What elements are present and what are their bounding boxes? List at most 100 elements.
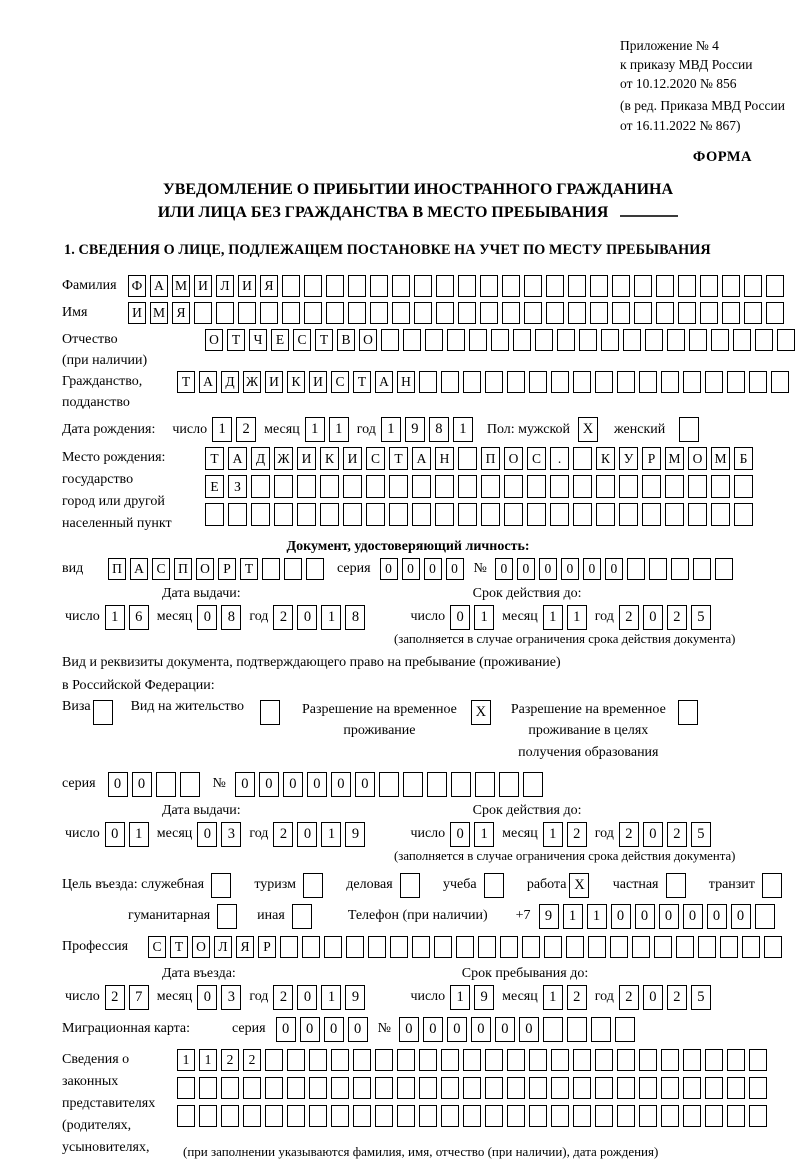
form-cell[interactable] [456,935,474,958]
form-cell[interactable] [617,1048,635,1071]
form-cell[interactable]: П [174,557,192,580]
form-cell[interactable] [507,1048,525,1071]
form-cell[interactable]: 0 [634,903,655,929]
form-cell[interactable]: 0 [330,771,351,797]
form-cell[interactable] [617,1076,635,1099]
form-cell[interactable] [595,1076,613,1099]
form-cell[interactable] [504,503,523,527]
form-cell[interactable] [435,475,454,499]
form-cell[interactable] [749,371,767,394]
form-cell[interactable] [705,1104,723,1127]
form-cell[interactable]: 1 [542,984,563,1010]
form-cell[interactable] [648,557,667,580]
form-cell[interactable]: 0 [197,984,218,1010]
form-cell[interactable] [727,1104,745,1127]
form-cell[interactable]: 2 [666,604,687,630]
form-cell[interactable]: 9 [345,821,366,847]
form-cell[interactable]: 0 [494,557,513,580]
form-cell[interactable] [679,417,700,443]
form-cell[interactable]: 2 [104,984,125,1010]
form-cell[interactable] [766,302,784,325]
form-cell[interactable]: М [172,275,190,298]
form-cell[interactable] [678,275,696,298]
form-cell[interactable] [656,275,674,298]
form-cell[interactable] [683,1048,701,1071]
form-cell[interactable] [744,275,762,298]
form-cell[interactable]: 0 [642,984,663,1010]
form-cell[interactable] [458,302,476,325]
form-cell[interactable]: 1 [542,821,563,847]
form-cell[interactable] [522,935,540,958]
form-cell[interactable] [596,475,615,499]
form-cell[interactable] [551,1104,569,1127]
form-cell[interactable] [481,475,500,499]
form-cell[interactable] [676,935,694,958]
form-cell[interactable] [754,903,775,929]
form-cell[interactable] [667,329,685,352]
form-cell[interactable] [551,371,569,394]
form-cell[interactable] [711,475,730,499]
form-cell[interactable]: 3 [221,821,242,847]
form-cell[interactable] [302,872,323,898]
form-cell[interactable] [228,503,247,527]
form-cell[interactable]: 0 [658,903,679,929]
form-cell[interactable] [366,503,385,527]
form-cell[interactable]: 5 [690,984,711,1010]
form-cell[interactable] [596,503,615,527]
form-cell[interactable] [238,302,256,325]
form-cell[interactable] [331,1076,349,1099]
form-cell[interactable] [557,329,575,352]
form-cell[interactable] [764,935,782,958]
form-cell[interactable]: 0 [354,771,375,797]
form-cell[interactable]: 2 [566,821,587,847]
form-cell[interactable]: 0 [197,821,218,847]
form-cell[interactable]: 2 [666,984,687,1010]
form-cell[interactable] [463,1048,481,1071]
form-cell[interactable] [304,275,322,298]
form-cell[interactable]: 0 [401,557,420,580]
form-cell[interactable] [297,475,316,499]
form-cell[interactable] [221,1104,239,1127]
form-cell[interactable]: З [228,475,247,499]
form-cell[interactable]: 1 [104,604,125,630]
form-cell[interactable] [412,475,431,499]
form-cell[interactable] [573,447,592,471]
form-cell[interactable]: И [309,371,327,394]
form-cell[interactable] [502,275,520,298]
form-cell[interactable] [507,371,525,394]
form-cell[interactable] [243,1076,261,1099]
form-cell[interactable] [588,935,606,958]
form-cell[interactable]: X [569,872,590,898]
form-cell[interactable] [392,275,410,298]
form-cell[interactable] [705,1048,723,1071]
form-cell[interactable] [287,1048,305,1071]
form-cell[interactable]: О [192,935,210,958]
form-cell[interactable]: И [297,447,316,471]
form-cell[interactable]: И [265,371,283,394]
form-cell[interactable]: 0 [706,903,727,929]
form-cell[interactable] [632,935,650,958]
form-cell[interactable] [291,903,312,929]
form-cell[interactable] [639,1104,657,1127]
form-cell[interactable] [595,1104,613,1127]
form-cell[interactable] [353,1076,371,1099]
form-cell[interactable]: К [596,447,615,471]
form-cell[interactable] [412,503,431,527]
form-cell[interactable]: 2 [618,984,639,1010]
form-cell[interactable]: 0 [258,771,279,797]
form-cell[interactable] [483,872,504,898]
form-cell[interactable] [260,302,278,325]
form-cell[interactable] [251,503,270,527]
form-cell[interactable] [734,475,753,499]
form-cell[interactable]: Е [271,329,289,352]
form-cell[interactable] [320,475,339,499]
form-cell[interactable]: Н [397,371,415,394]
form-cell[interactable] [375,1104,393,1127]
form-cell[interactable]: И [238,275,256,298]
form-cell[interactable]: П [108,557,126,580]
form-cell[interactable] [749,1104,767,1127]
form-cell[interactable] [626,557,645,580]
form-cell[interactable]: 1 [380,417,401,443]
form-cell[interactable]: 1 [452,417,473,443]
form-cell[interactable] [727,1076,745,1099]
